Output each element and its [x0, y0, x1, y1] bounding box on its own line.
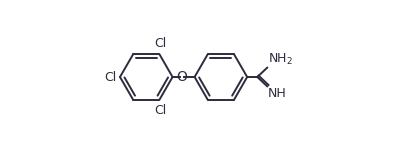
Text: Cl: Cl	[105, 71, 117, 83]
Text: NH: NH	[268, 87, 287, 100]
Text: Cl: Cl	[154, 37, 166, 50]
Text: Cl: Cl	[154, 104, 166, 117]
Text: NH$_2$: NH$_2$	[268, 52, 293, 67]
Text: O: O	[177, 70, 187, 84]
